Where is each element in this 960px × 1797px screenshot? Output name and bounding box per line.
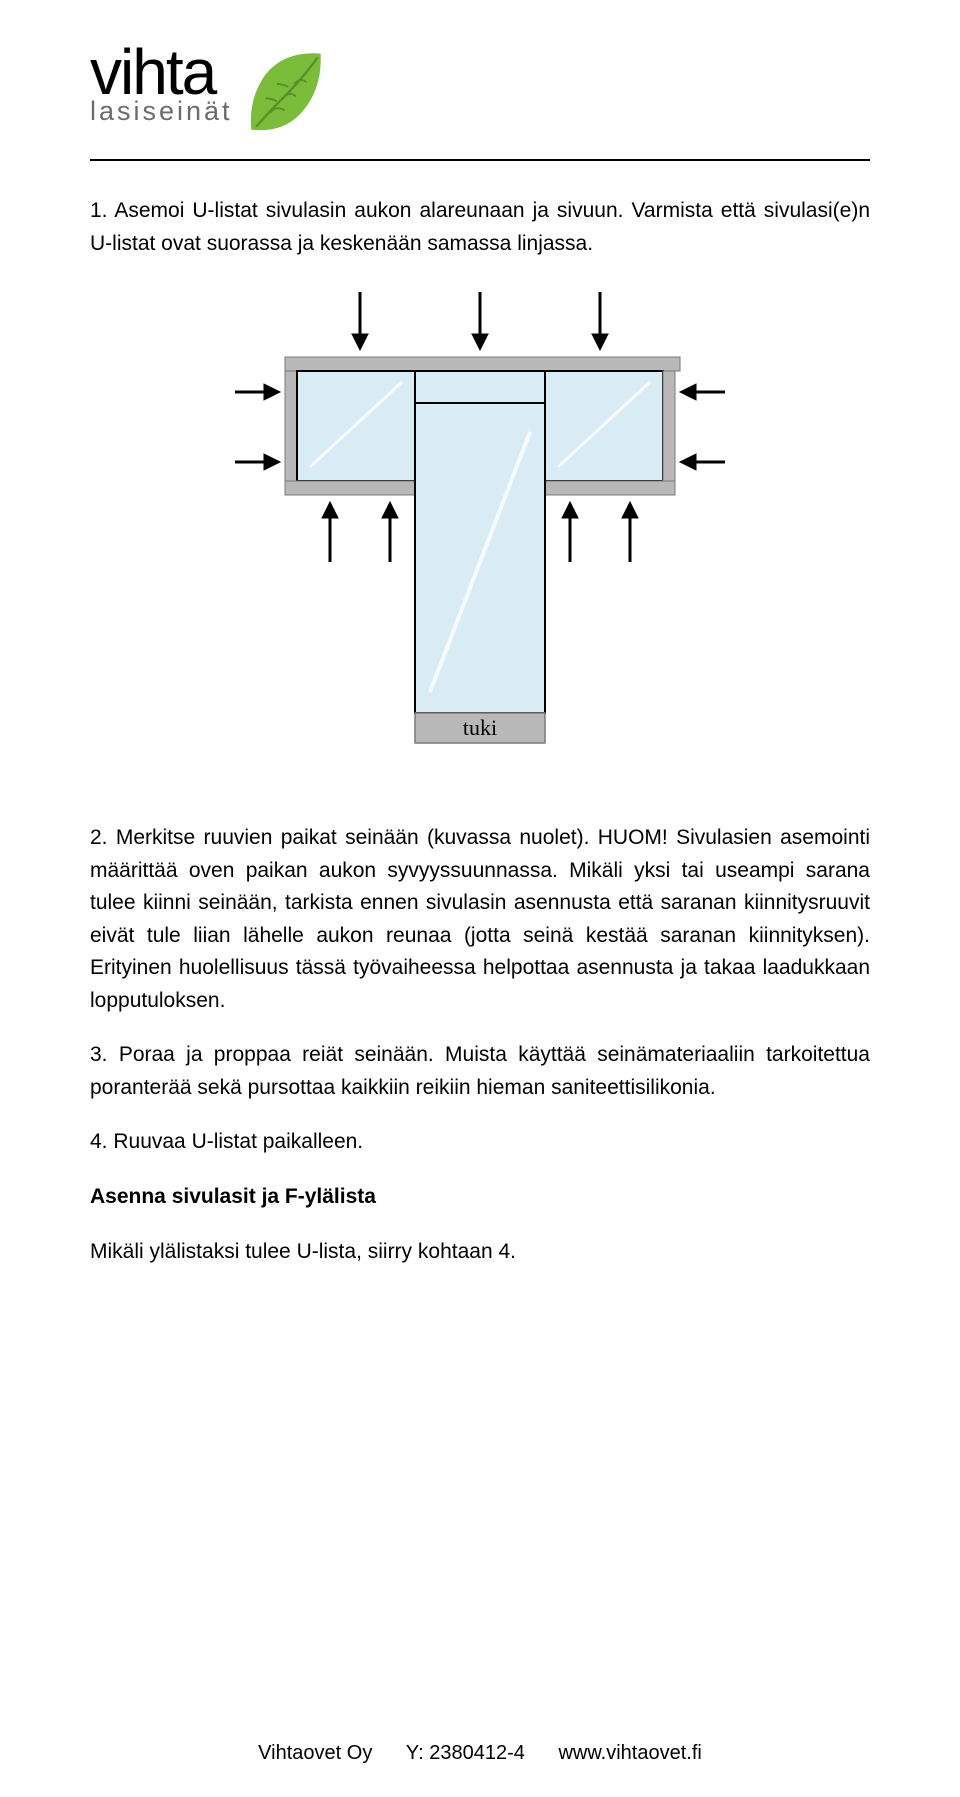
paragraph-3: 3. Poraa ja proppaa reiät seinään. Muist… xyxy=(90,1039,870,1104)
paragraph-2: 2. Merkitse ruuvien paikat seinään (kuva… xyxy=(90,822,870,1017)
paragraph-5: Mikäli ylälistaksi tulee U-lista, siirry… xyxy=(90,1236,870,1269)
logo-main-text: vihta xyxy=(90,40,233,104)
footer-url: www.vihtaovet.fi xyxy=(558,1742,701,1764)
paragraph-1: 1. Asemoi U-listat sivulasin aukon alare… xyxy=(90,195,870,260)
logo-area: vihta lasiseinät xyxy=(90,40,870,141)
footer: Vihtaovet Oy Y: 2380412-4 www.vihtaovet.… xyxy=(0,1742,960,1765)
footer-company: Vihtaovet Oy xyxy=(258,1742,372,1764)
section-heading: Asenna sivulasit ja F-ylälista xyxy=(90,1181,870,1214)
tuki-label: tuki xyxy=(463,715,497,740)
leaf-icon xyxy=(237,46,332,141)
paragraph-4: 4. Ruuvaa U-listat paikalleen. xyxy=(90,1126,870,1159)
installation-diagram: tuki xyxy=(230,282,730,782)
logo-sub-text: lasiseinät xyxy=(90,98,233,125)
footer-reg: Y: 2380412-4 xyxy=(406,1742,525,1764)
divider xyxy=(90,159,870,161)
